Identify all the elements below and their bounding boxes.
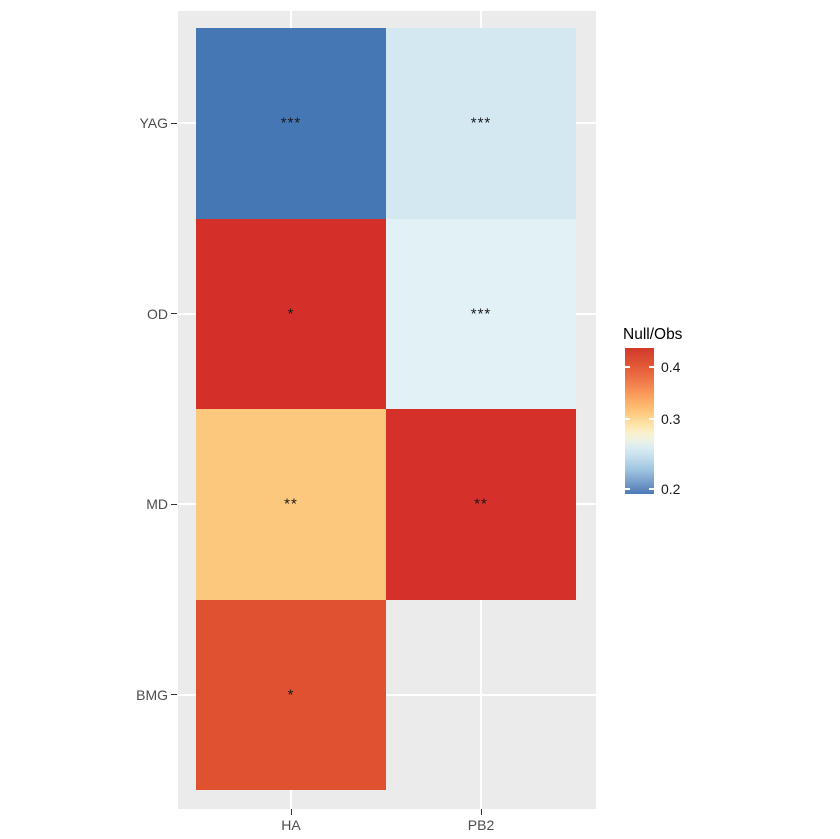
legend-tick-label-0.3: 0.3: [661, 410, 681, 427]
x-tick-ha: [290, 809, 292, 815]
heatmap-tile-bmg-ha: [196, 599, 386, 790]
y-tick-od: [171, 313, 177, 315]
heatmap-tile-od-ha: [196, 218, 386, 409]
legend-tick-label-0.2: 0.2: [661, 481, 681, 498]
y-tick-bmg: [171, 694, 177, 696]
significance-label-bmg-ha: *: [287, 686, 295, 704]
legend-title: Null/Obs: [623, 326, 683, 343]
significance-label-md-ha: **: [284, 495, 298, 513]
y-tick-md: [171, 503, 177, 505]
legend-tickmark-left-0.2: [625, 488, 630, 490]
legend-tickmark-right-0.2: [649, 488, 654, 490]
y-axis-label-yag: YAG: [139, 115, 168, 132]
significance-label-od-ha: *: [287, 305, 295, 323]
legend-tickmark-right-0.4: [649, 366, 654, 368]
legend-tickmark-left-0.3: [625, 418, 630, 420]
heatmap-tile-yag-pb2: [386, 28, 576, 219]
heatmap-tile-od-pb2: [386, 218, 576, 409]
x-axis-label-pb2: PB2: [467, 817, 495, 833]
y-axis-label-od: OD: [147, 305, 168, 322]
significance-label-yag-ha: ***: [280, 114, 302, 132]
significance-label-md-pb2: **: [474, 495, 488, 513]
significance-label-yag-pb2: ***: [470, 114, 492, 132]
legend-tickmark-right-0.3: [649, 418, 654, 420]
plot-panel: *** *** * *** ** ** *: [178, 11, 596, 809]
x-axis-label-ha: HA: [281, 817, 301, 833]
significance-label-od-pb2: ***: [470, 305, 492, 323]
legend-tick-label-0.4: 0.4: [661, 358, 681, 375]
legend-tickmark-left-0.4: [625, 366, 630, 368]
x-tick-pb2: [480, 809, 482, 815]
legend-colorbar: 0.4 0.3 0.2: [625, 348, 680, 497]
y-axis-label-bmg: BMG: [136, 686, 168, 703]
y-axis-label-md: MD: [146, 496, 168, 513]
heatmap-tile-md-ha: [196, 409, 386, 600]
heatmap-tile-md-pb2: [386, 409, 576, 600]
heatmap-tile-yag-ha: [196, 28, 386, 219]
legend: Null/Obs 0.4 0.3 0.2: [623, 325, 743, 497]
y-tick-yag: [171, 122, 177, 124]
gridline-horizontal-bmg: [178, 693, 596, 696]
